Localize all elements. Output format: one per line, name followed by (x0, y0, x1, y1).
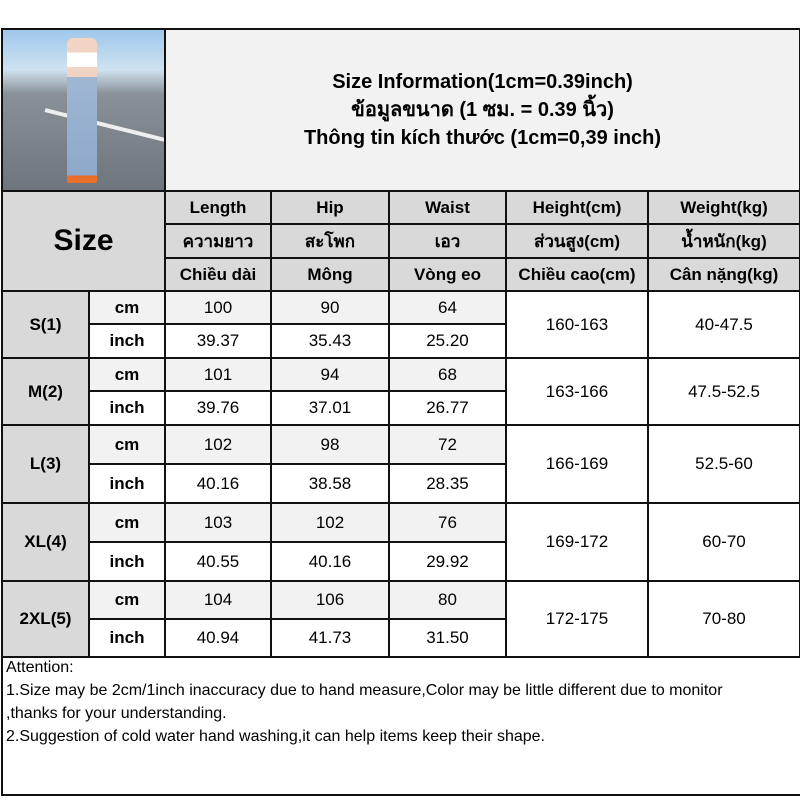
cell-inch: 26.77 (388, 390, 507, 426)
title-th: ข้อมูลขนาด (1 ซม. = 0.39 นิ้ว) (351, 99, 614, 121)
cell-weight: 47.5-52.5 (646, 357, 800, 426)
col-header-th: ความยาว (164, 223, 272, 259)
model-figure (67, 38, 97, 183)
table-row-cm: S(1) cm 100 90 64 160-163 40-47.5 (1, 290, 800, 359)
cell-cm: 76 (388, 502, 507, 543)
size-header: Size (1, 190, 166, 292)
cell-cm: 68 (388, 357, 507, 392)
table-row-inch: inch 39.76 37.01 26.77 (2, 390, 800, 426)
attention-line: 2.Suggestion of cold water hand washing,… (6, 728, 545, 745)
cell-weight: 40-47.5 (646, 290, 800, 359)
table-row-cm: M(2) cm 101 94 68 163-166 47.5-52.5 (1, 357, 800, 426)
unit-label: inch (88, 390, 166, 426)
product-photo-scene (4, 31, 163, 189)
col-header-vi: Cân nặng(kg) (646, 257, 800, 292)
table-row-cm: L(3) cm 102 98 72 166-169 52.5-60 (1, 424, 800, 504)
col-header-vi: Mông (270, 257, 390, 292)
cell-cm: 98 (270, 424, 390, 465)
unit-label: inch (88, 463, 166, 504)
product-photo (1, 28, 166, 192)
attention-line: Attention: (6, 659, 74, 676)
road-line (44, 108, 163, 146)
cell-inch: 37.01 (270, 390, 390, 426)
col-header-en: Hip (270, 190, 390, 225)
cell-height: 166-169 (505, 424, 649, 504)
title-vi: Thông tin kích thước (1cm=0,39 inch) (303, 127, 662, 149)
size-chart-table: Size Information(1cm=0.39inch) ข้อมูลขนา… (1, 28, 800, 658)
cell-inch: 40.16 (270, 541, 390, 582)
cell-cm: 103 (164, 502, 272, 543)
col-header-en: Length (164, 190, 272, 225)
size-label: 2XL(5) (1, 580, 90, 658)
col-header-vi: Vòng eo (388, 257, 507, 292)
col-header-en: Waist (388, 190, 507, 225)
table-row-inch: inch 40.94 41.73 31.50 (2, 618, 800, 658)
cell-height: 169-172 (505, 502, 649, 582)
cell-inch: 29.92 (388, 541, 507, 582)
unit-label: inch (88, 323, 166, 359)
cell-height: 160-163 (505, 290, 649, 359)
title-en: Size Information(1cm=0.39inch) (332, 71, 633, 93)
cell-inch: 28.35 (388, 463, 507, 504)
col-header-th: น้ำหนัก(kg) (646, 223, 800, 259)
attention-notes: Attention: 1.Size may be 2cm/1inch inacc… (1, 656, 800, 796)
col-header-vi: Chiều cao(cm) (505, 257, 649, 292)
attention-line: 1.Size may be 2cm/1inch inaccuracy due t… (6, 682, 723, 699)
cell-inch: 40.94 (164, 618, 272, 658)
cell-cm: 100 (164, 290, 272, 325)
cell-weight: 52.5-60 (646, 424, 800, 504)
cell-cm: 101 (164, 357, 272, 392)
cell-cm: 106 (270, 580, 390, 620)
cell-cm: 80 (388, 580, 507, 620)
cell-cm: 104 (164, 580, 272, 620)
table-row-cm: 2XL(5) cm 104 106 80 172-175 70-80 (1, 580, 800, 658)
unit-label: cm (88, 290, 166, 325)
unit-label: inch (88, 541, 166, 582)
cell-inch: 41.73 (270, 618, 390, 658)
cell-inch: 40.16 (164, 463, 272, 504)
cell-inch: 39.76 (164, 390, 272, 426)
unit-label: inch (88, 618, 166, 658)
table-row-inch: inch 40.55 40.16 29.92 (2, 541, 800, 582)
size-info-title: Size Information(1cm=0.39inch) ข้อมูลขนา… (163, 28, 800, 192)
cell-weight: 70-80 (646, 580, 800, 658)
col-header-vi: Chiều dài (164, 257, 272, 292)
cell-height: 172-175 (505, 580, 649, 658)
cell-cm: 94 (270, 357, 390, 392)
table-row-cm: XL(4) cm 103 102 76 169-172 60-70 (1, 502, 800, 582)
unit-label: cm (88, 357, 166, 392)
size-label: L(3) (1, 424, 90, 504)
unit-label: cm (88, 502, 166, 543)
size-label: XL(4) (1, 502, 90, 582)
cell-cm: 64 (388, 290, 507, 325)
cell-cm: 102 (164, 424, 272, 465)
col-header-th: ส่วนสูง(cm) (505, 223, 649, 259)
col-header-th: สะโพก (270, 223, 390, 259)
cell-height: 163-166 (505, 357, 649, 426)
cell-cm: 102 (270, 502, 390, 543)
unit-label: cm (88, 580, 166, 620)
cell-weight: 60-70 (646, 502, 800, 582)
size-label: M(2) (1, 357, 90, 426)
table-row-inch: inch 40.16 38.58 28.35 (2, 463, 800, 504)
cell-inch: 31.50 (388, 618, 507, 658)
table-row-inch: inch 39.37 35.43 25.20 (2, 323, 800, 359)
cell-cm: 72 (388, 424, 507, 465)
size-label: S(1) (1, 290, 90, 359)
col-header-th: เอว (388, 223, 507, 259)
cell-cm: 90 (270, 290, 390, 325)
col-header-en: Height(cm) (505, 190, 649, 225)
unit-label: cm (88, 424, 166, 465)
cell-inch: 40.55 (164, 541, 272, 582)
cell-inch: 25.20 (388, 323, 507, 359)
cell-inch: 38.58 (270, 463, 390, 504)
col-header-en: Weight(kg) (646, 190, 800, 225)
cell-inch: 35.43 (270, 323, 390, 359)
cell-inch: 39.37 (164, 323, 272, 359)
attention-line: ,thanks for your understanding. (6, 705, 227, 722)
